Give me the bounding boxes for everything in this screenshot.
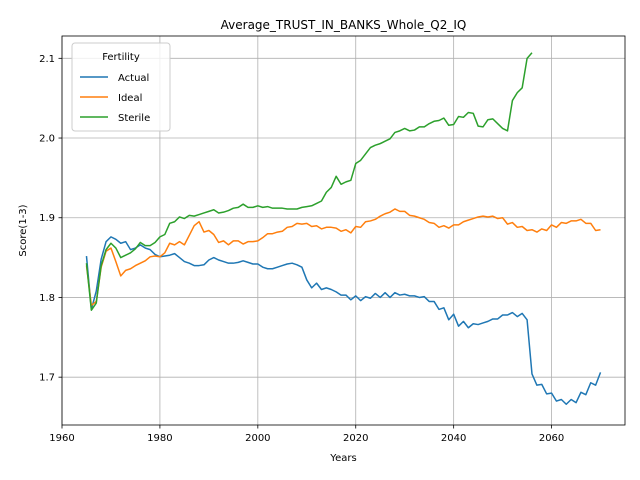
plot-frame [61, 35, 626, 426]
y-tick-label: 1.7 [39, 373, 55, 384]
x-tick-label: 2020 [343, 433, 368, 444]
x-axis: 1960 1980 2000 2020 2040 2060 [49, 425, 564, 444]
x-tick-label: 1960 [49, 433, 74, 444]
grid [61, 36, 625, 425]
legend-box [71, 42, 171, 132]
y-tick-label: 2.1 [39, 54, 55, 65]
legend: Fertility Actual Ideal Sterile [71, 42, 171, 132]
y-tick-label: 1.8 [39, 293, 55, 304]
y-axis: 1.7 1.8 1.9 2.0 2.1 [39, 54, 62, 384]
y-tick-label: 1.9 [39, 213, 55, 224]
legend-title: Fertility [102, 52, 140, 63]
legend-label: Actual [118, 73, 149, 84]
legend-label: Ideal [118, 93, 142, 104]
legend-label: Sterile [118, 113, 150, 124]
legend-items: Actual Ideal Sterile [80, 73, 150, 124]
y-axis-label: Score(1-3) [18, 204, 29, 256]
x-tick-label: 2000 [245, 433, 270, 444]
x-tick-label: 2060 [539, 433, 564, 444]
x-tick-label: 2040 [441, 433, 466, 444]
series-line-sterile [85, 52, 533, 311]
x-tick-label: 1980 [147, 433, 172, 444]
series-line-ideal [85, 208, 601, 307]
series-layer [85, 52, 602, 406]
series-line-actual [85, 236, 602, 406]
chart-title: Average_TRUST_IN_BANKS_Whole_Q2_IQ [221, 18, 467, 32]
y-tick-label: 2.0 [39, 134, 55, 145]
x-axis-label: Years [329, 453, 356, 464]
